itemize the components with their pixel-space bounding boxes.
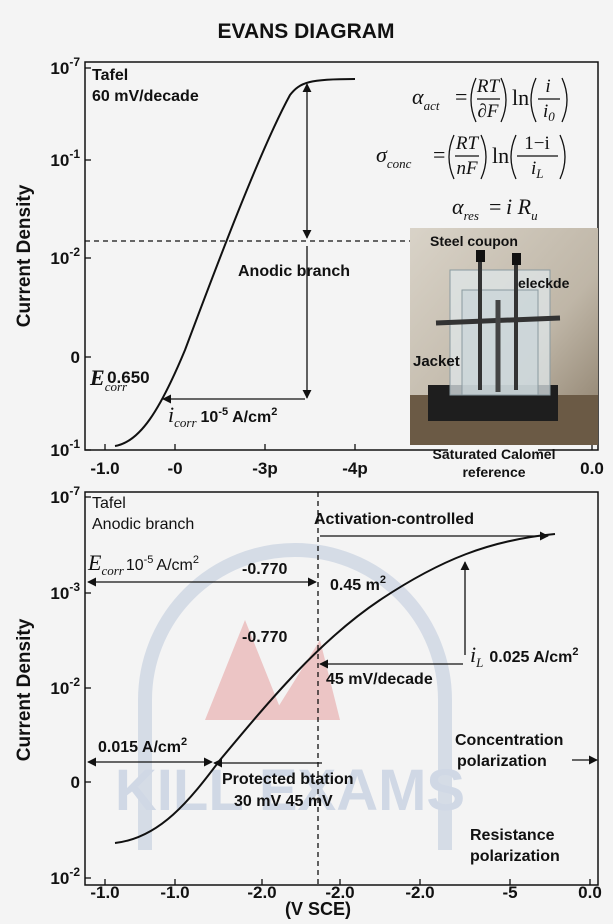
bottom-x-axis-label: (V SCE) bbox=[285, 899, 351, 919]
x-tick-label: -3p bbox=[252, 459, 278, 478]
slope-label: 45 mV/decade bbox=[326, 671, 433, 688]
chart-title: EVANS DIAGRAM bbox=[218, 20, 395, 43]
eq-num: RT bbox=[476, 76, 501, 97]
x-tick-label: 0.0 bbox=[578, 883, 602, 902]
protection-values: 30 mV 45 mV bbox=[234, 793, 333, 810]
anodic-label: Anodic branch bbox=[238, 263, 350, 280]
reference-label: reference bbox=[462, 464, 525, 480]
protection-label: Protected btation bbox=[222, 771, 354, 788]
x-tick-label: -5 bbox=[502, 883, 517, 902]
photo-cap bbox=[476, 250, 485, 262]
eq-equals: = bbox=[489, 194, 501, 219]
cell-photo: Steel coupon eleckde Jacket bbox=[410, 228, 598, 445]
tafel-anodic-label: Anodic branch bbox=[92, 516, 194, 533]
tafel-slope: 60 mV/decade bbox=[92, 88, 199, 105]
eq-func: ln bbox=[492, 143, 509, 168]
resistance-label: Resistance bbox=[470, 827, 555, 844]
eq-num: i bbox=[545, 76, 550, 97]
concentration-label: polarization bbox=[457, 753, 547, 770]
reference-label: Saturated Calomel bbox=[433, 446, 556, 462]
tafel-label: Tafel bbox=[92, 67, 128, 84]
top-y-axis-label: Current Density bbox=[14, 184, 35, 327]
bottom-y-axis-label: Current Density bbox=[14, 618, 35, 761]
x-tick-label: -4p bbox=[342, 459, 368, 478]
eq-equals: = bbox=[433, 142, 445, 167]
evans-diagram-page: KILL EXAMS EVANS DIAGRAM Current Density… bbox=[0, 0, 613, 924]
potential-label: -0.770 bbox=[242, 561, 287, 578]
potential-label: -0.770 bbox=[242, 629, 287, 646]
photo-label-jacket: Jacket bbox=[413, 353, 460, 370]
eq-func: ln bbox=[512, 85, 529, 110]
x-tick-label: -2.0 bbox=[405, 883, 434, 902]
eq-num: 1−i bbox=[524, 133, 550, 154]
current-label: 0.015 A/cm2 bbox=[98, 736, 187, 756]
tafel-label: Tafel bbox=[92, 495, 126, 512]
x-tick-label: -1.0 bbox=[90, 883, 119, 902]
concentration-label: Concentration bbox=[455, 732, 563, 749]
y-tick-label: 0 bbox=[71, 348, 80, 367]
y-tick-label: 0 bbox=[71, 773, 80, 792]
eq-num: RT bbox=[455, 133, 480, 154]
activation-label: Activation-controlled bbox=[314, 511, 474, 528]
area-label: 0.45 m2 bbox=[330, 574, 386, 594]
watermark-text: KILL EXAMS bbox=[115, 758, 465, 823]
x-tick-label: -1.0 bbox=[90, 459, 119, 478]
x-tick-label: -2.0 bbox=[247, 883, 276, 902]
eq-den: ∂F bbox=[478, 101, 499, 122]
photo-label-electrode: eleckde bbox=[518, 275, 570, 291]
photo-label-steel: Steel coupon bbox=[430, 233, 518, 249]
x-tick-label: 0.0 bbox=[580, 459, 604, 478]
x-tick-label: -1.0 bbox=[160, 883, 189, 902]
photo-cap bbox=[512, 253, 521, 265]
x-tick-label: -0 bbox=[167, 459, 182, 478]
resistance-label: polarization bbox=[470, 848, 560, 865]
eq-den: nF bbox=[456, 158, 478, 179]
eq-equals: = bbox=[455, 84, 467, 109]
